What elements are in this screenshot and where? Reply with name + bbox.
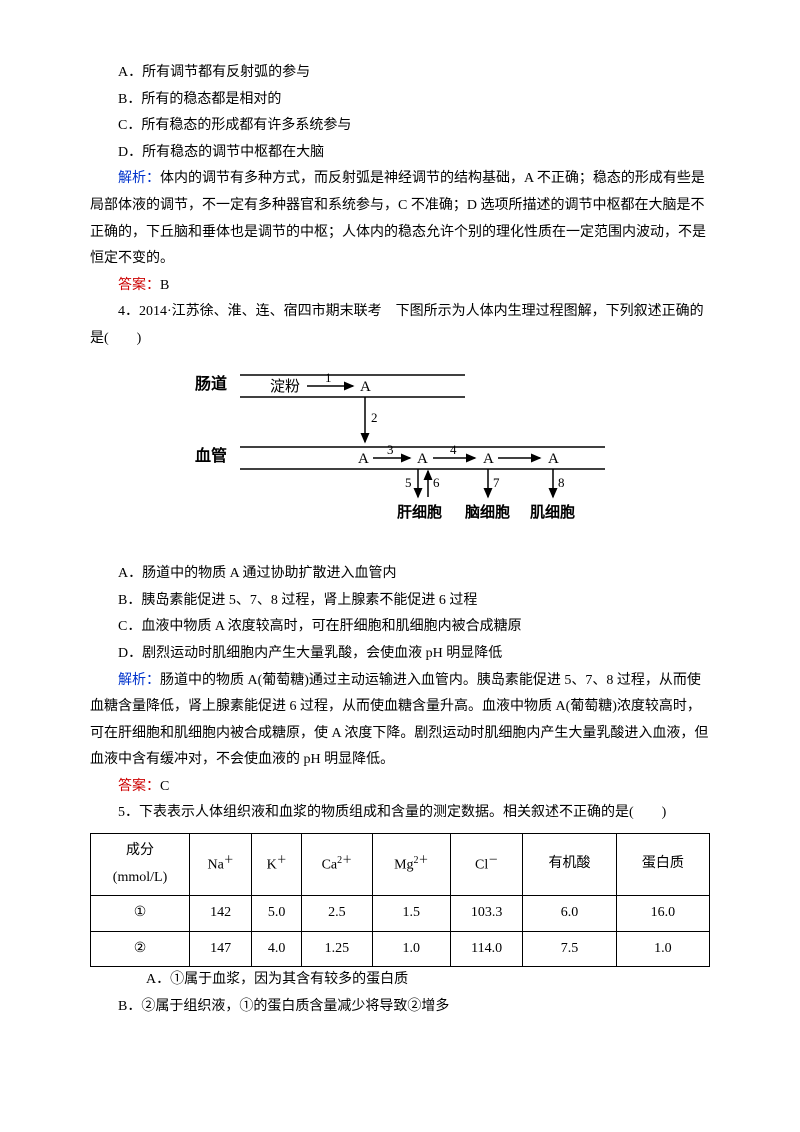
- th-mg: Mg2＋: [372, 834, 450, 896]
- label-brain-cell: 脑细胞: [465, 503, 510, 521]
- q4-analysis: 解析：肠道中的物质 A(葡萄糖)通过主动运输进入血管内。胰岛素能促进 5、7、8…: [90, 668, 710, 774]
- th-acid: 有机酸: [523, 834, 616, 896]
- answer-label: 答案：: [118, 779, 160, 794]
- cell: 2.5: [302, 896, 373, 932]
- cell: ①: [91, 896, 190, 932]
- th-na: Na＋: [190, 834, 252, 896]
- q4-num: 4．: [118, 304, 139, 319]
- page: A．所有调节都有反射弧的参与 B．所有的稳态都是相对的 C．所有稳态的形成都有许…: [0, 0, 800, 1061]
- table-header-row: 成分(mmol/L) Na＋ K＋ Ca2＋ Mg2＋ Cl－ 有机酸 蛋白质: [91, 834, 710, 896]
- q3-option-d: D．所有稳态的调节中枢都在大脑: [90, 140, 710, 167]
- label-2: 2: [371, 410, 378, 425]
- cell: 6.0: [523, 896, 616, 932]
- table-row: ① 142 5.0 2.5 1.5 103.3 6.0 16.0: [91, 896, 710, 932]
- label-1: 1: [325, 370, 332, 385]
- label-7: 7: [493, 475, 500, 490]
- q4-stem: 4．2014·江苏徐、淮、连、宿四市期末联考 下图所示为人体内生理过程图解，下列…: [90, 299, 710, 352]
- th-protein: 蛋白质: [616, 834, 709, 896]
- q4-option-d: D．剧烈运动时肌细胞内产生大量乳酸，会使血液 pH 明显降低: [90, 641, 710, 668]
- physiology-diagram-svg: 肠道 淀粉 1 A 2 血管 A 3 A 4 A A: [185, 367, 615, 537]
- cell: 1.5: [372, 896, 450, 932]
- cell: 16.0: [616, 896, 709, 932]
- q3-analysis: 解析：体内的调节有多种方式，而反射弧是神经调节的结构基础，A 不正确；稳态的形成…: [90, 166, 710, 272]
- th-k: K＋: [252, 834, 302, 896]
- label-A2: A: [358, 451, 369, 467]
- q5-option-b: B．②属于组织液，①的蛋白质含量减少将导致②增多: [90, 994, 710, 1021]
- q3-option-b: B．所有的稳态都是相对的: [90, 87, 710, 114]
- label-A1: A: [360, 379, 371, 395]
- th-cl: Cl－: [450, 834, 522, 896]
- label-A3: A: [417, 451, 428, 467]
- label-vessel: 血管: [195, 446, 227, 465]
- q5-option-a: A．①属于血浆，因为其含有较多的蛋白质: [90, 967, 710, 994]
- label-liver-cell: 肝细胞: [397, 503, 442, 521]
- cell: 4.0: [252, 931, 302, 967]
- q4-answer: 答案：C: [90, 774, 710, 801]
- label-3: 3: [387, 442, 394, 457]
- table-row: ② 147 4.0 1.25 1.0 114.0 7.5 1.0: [91, 931, 710, 967]
- q3-answer-value: B: [160, 278, 169, 293]
- q3-option-c: C．所有稳态的形成都有许多系统参与: [90, 113, 710, 140]
- cell: 114.0: [450, 931, 522, 967]
- cell: 1.0: [616, 931, 709, 967]
- label-5: 5: [405, 475, 412, 490]
- cell: 103.3: [450, 896, 522, 932]
- cell: 5.0: [252, 896, 302, 932]
- q5-table: 成分(mmol/L) Na＋ K＋ Ca2＋ Mg2＋ Cl－ 有机酸 蛋白质 …: [90, 833, 710, 967]
- q3-option-a: A．所有调节都有反射弧的参与: [90, 60, 710, 87]
- q4-answer-value: C: [160, 779, 169, 794]
- q4-diagram: 肠道 淀粉 1 A 2 血管 A 3 A 4 A A: [185, 367, 615, 548]
- label-4: 4: [450, 442, 457, 457]
- cell: 7.5: [523, 931, 616, 967]
- q3-analysis-text: 体内的调节有多种方式，而反射弧是神经调节的结构基础，A 不正确；稳态的形成有些是…: [90, 171, 706, 266]
- th-component: 成分(mmol/L): [91, 834, 190, 896]
- label-A5: A: [548, 451, 559, 467]
- cell: ②: [91, 931, 190, 967]
- q4-option-a: A．肠道中的物质 A 通过协助扩散进入血管内: [90, 561, 710, 588]
- answer-label: 答案：: [118, 278, 160, 293]
- q5-stem: 5．下表表示人体组织液和血浆的物质组成和含量的测定数据。相关叙述不正确的是( ): [90, 800, 710, 827]
- cell: 147: [190, 931, 252, 967]
- label-starch: 淀粉: [270, 378, 300, 395]
- q4-option-b: B．胰岛素能促进 5、7、8 过程，肾上腺素不能促进 6 过程: [90, 588, 710, 615]
- th-ca: Ca2＋: [302, 834, 373, 896]
- label-A4: A: [483, 451, 494, 467]
- label-8: 8: [558, 475, 565, 490]
- cell: 1.25: [302, 931, 373, 967]
- label-6: 6: [433, 475, 440, 490]
- label-intestine: 肠道: [195, 374, 227, 393]
- cell: 142: [190, 896, 252, 932]
- analysis-label: 解析：: [118, 673, 160, 688]
- q4-analysis-text: 肠道中的物质 A(葡萄糖)通过主动运输进入血管内。胰岛素能促进 5、7、8 过程…: [90, 673, 708, 768]
- q3-answer: 答案：B: [90, 273, 710, 300]
- q4-option-c: C．血液中物质 A 浓度较高时，可在肝细胞和肌细胞内被合成糖原: [90, 614, 710, 641]
- analysis-label: 解析：: [118, 171, 160, 186]
- label-muscle-cell: 肌细胞: [530, 503, 575, 521]
- q4-source: 2014·江苏徐、淮、连、宿四市期末联考: [139, 304, 382, 319]
- cell: 1.0: [372, 931, 450, 967]
